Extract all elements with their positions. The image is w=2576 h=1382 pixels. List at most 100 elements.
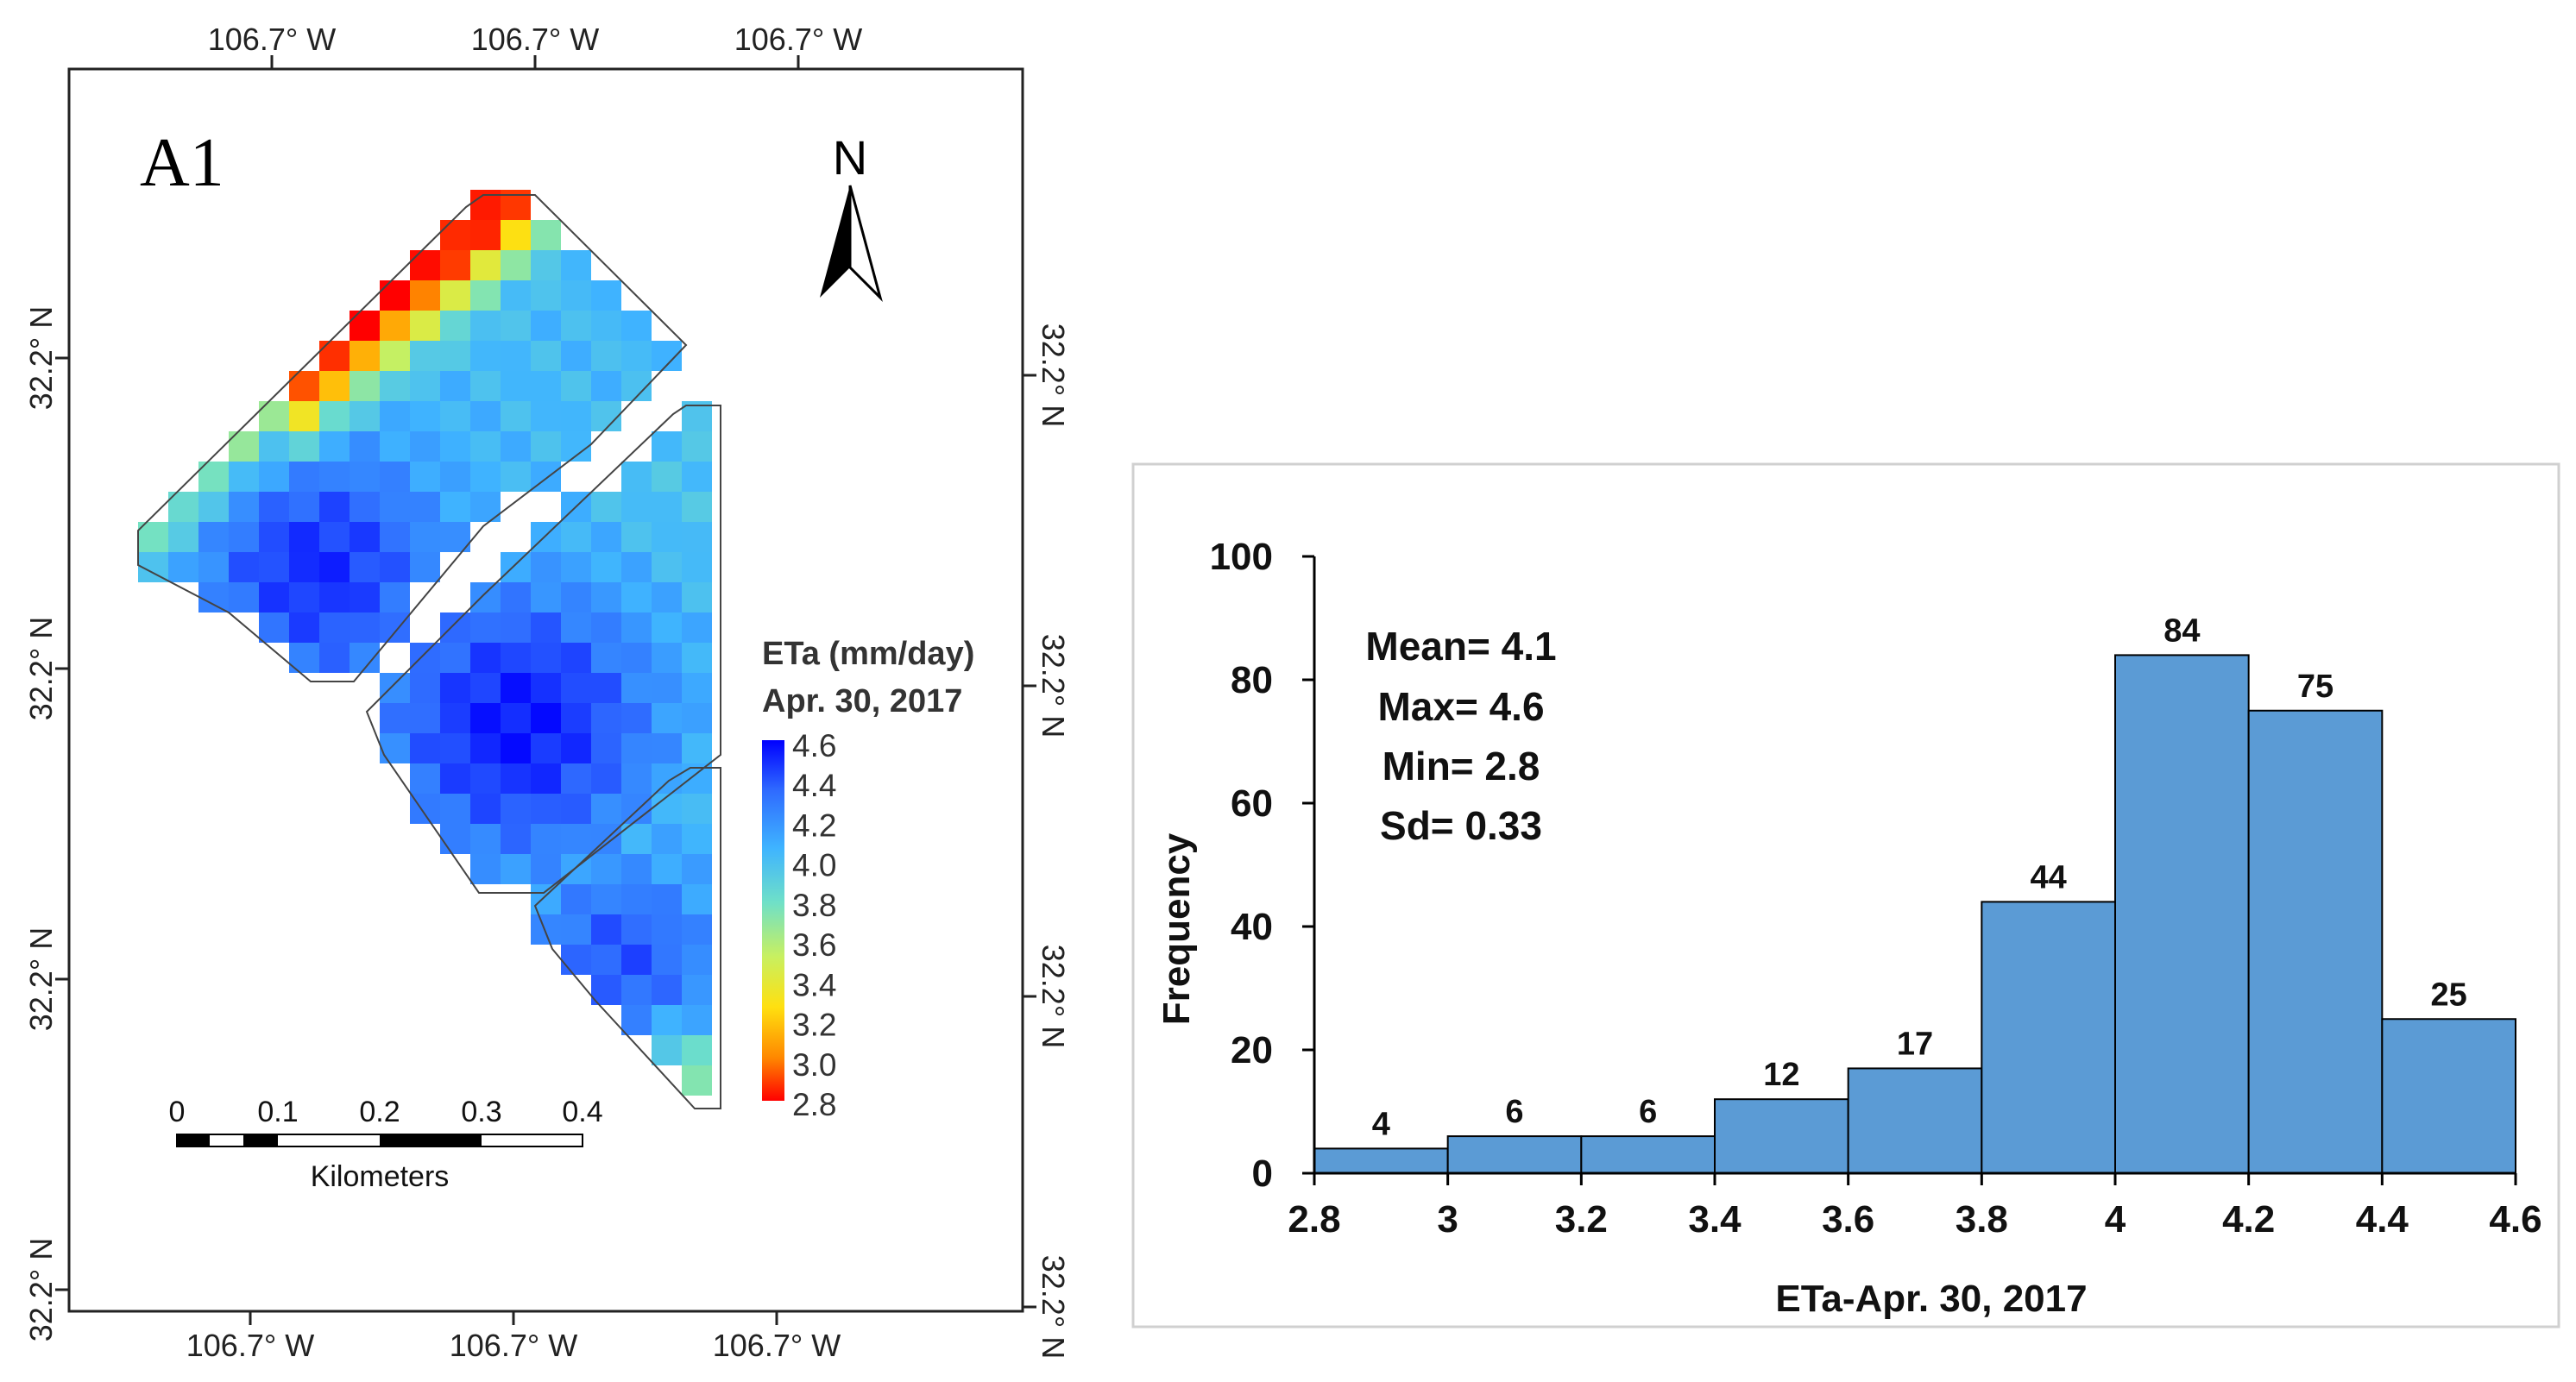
raster-cell [561, 401, 591, 431]
bar-value-label: 84 [2163, 612, 2200, 649]
bar-value-label: 12 [1763, 1057, 1799, 1093]
bottom-tick-label: 106.7° W [713, 1328, 841, 1363]
raster-cell [652, 975, 682, 1005]
bar-value-label: 44 [2031, 859, 2067, 895]
raster-cell [470, 341, 501, 371]
raster-cell [350, 401, 380, 431]
x-tick-label: 3.8 [1956, 1198, 2008, 1241]
stats-box: Mean= 4.1 Max= 4.6 Min= 2.8 Sd= 0.33 [1365, 624, 1556, 848]
raster-cell [410, 673, 440, 703]
x-axis-title: ETa-Apr. 30, 2017 [1775, 1278, 2087, 1320]
raster-cell [591, 371, 621, 401]
raster-cell [470, 280, 501, 311]
raster-cell [652, 673, 682, 703]
raster-cell [561, 884, 591, 914]
raster-cell [682, 1035, 712, 1065]
raster-cell [591, 612, 621, 643]
raster-cell [410, 431, 440, 462]
raster-cell [259, 582, 289, 612]
raster-cell [591, 763, 621, 794]
x-tick-label: 4 [2105, 1198, 2126, 1241]
raster-cell [470, 311, 501, 341]
stat-mean: Mean= 4.1 [1365, 624, 1556, 669]
raster-cell [410, 522, 440, 552]
raster-cell [198, 552, 229, 582]
raster-cell [440, 492, 470, 522]
raster-cell [289, 612, 319, 643]
top-tick-label: 106.7° W [734, 22, 862, 57]
raster-cell [531, 401, 561, 431]
bar-value-label: 75 [2297, 669, 2334, 705]
raster-cell [531, 311, 561, 341]
raster-cell [470, 612, 501, 643]
raster-cell [440, 462, 470, 492]
raster-cell [561, 824, 591, 854]
raster-cell [652, 914, 682, 945]
raster-cell [380, 371, 410, 401]
raster-cell [531, 371, 561, 401]
raster-cell [289, 552, 319, 582]
raster-cell [410, 280, 440, 311]
raster-cell [470, 220, 501, 250]
scale-tick-label: 0.3 [461, 1096, 501, 1128]
y-axis-title: Frequency [1156, 832, 1198, 1025]
raster-cell [621, 522, 652, 552]
left-tick-label: 32.2° N [23, 1238, 59, 1341]
raster-cell [561, 763, 591, 794]
raster-cell [531, 341, 561, 371]
raster-cell [561, 914, 591, 945]
bar-value-label: 17 [1897, 1026, 1933, 1062]
raster-cell [561, 612, 591, 643]
map-top-ticks: 106.7° W 106.7° W 106.7° W [208, 22, 862, 69]
legend-color-ramp [762, 740, 784, 1101]
raster-cell [501, 763, 531, 794]
stat-sd: Sd= 0.33 [1380, 803, 1542, 848]
bar-value-label: 6 [1505, 1094, 1523, 1130]
raster-cell [621, 673, 652, 703]
raster-cell [470, 854, 501, 884]
x-tick-label: 3.6 [1822, 1198, 1874, 1241]
raster-cell [591, 401, 621, 431]
raster-cell [229, 582, 259, 612]
raster-cell [591, 522, 621, 552]
raster-cell [289, 462, 319, 492]
raster-cell [591, 884, 621, 914]
legend-tick-label: 3.6 [792, 927, 836, 963]
x-tick-label: 4.4 [2356, 1198, 2409, 1241]
raster-cell [440, 401, 470, 431]
raster-cell [289, 582, 319, 612]
raster-cell [652, 431, 682, 462]
map-legend: ETa (mm/day) Apr. 30, 2017 4.6 4.4 4.2 4.0 3… [762, 636, 974, 1122]
legend-tick-label: 4.2 [792, 807, 836, 843]
raster-cell [380, 280, 410, 311]
raster-cell [561, 673, 591, 703]
raster-cell [621, 1005, 652, 1035]
raster-cell [621, 341, 652, 371]
y-tick-label: 0 [1252, 1153, 1273, 1195]
x-tick-label: 4.2 [2222, 1198, 2275, 1241]
x-tick-label: 3.2 [1555, 1198, 1608, 1241]
raster-cell [682, 914, 712, 945]
raster-cell [682, 1005, 712, 1035]
raster-cell [229, 552, 259, 582]
raster-cell [501, 643, 531, 673]
raster-cell [591, 914, 621, 945]
raster-cell [501, 280, 531, 311]
raster-cell [531, 733, 561, 763]
stat-min: Min= 2.8 [1382, 744, 1540, 788]
raster-cell [531, 763, 561, 794]
raster-cell [621, 552, 652, 582]
raster-cell [168, 552, 198, 582]
raster-cell [319, 582, 350, 612]
raster-cell [682, 552, 712, 582]
raster-cell [440, 794, 470, 824]
raster-cell [440, 703, 470, 733]
raster-cell [531, 703, 561, 733]
raster-cell [470, 794, 501, 824]
raster-cell [501, 311, 531, 341]
right-tick-label: 32.2° N [1036, 324, 1071, 427]
raster-cell [319, 522, 350, 552]
raster-cell [319, 643, 350, 673]
raster-cell [531, 552, 561, 582]
legend-tick-label: 3.0 [792, 1047, 836, 1083]
